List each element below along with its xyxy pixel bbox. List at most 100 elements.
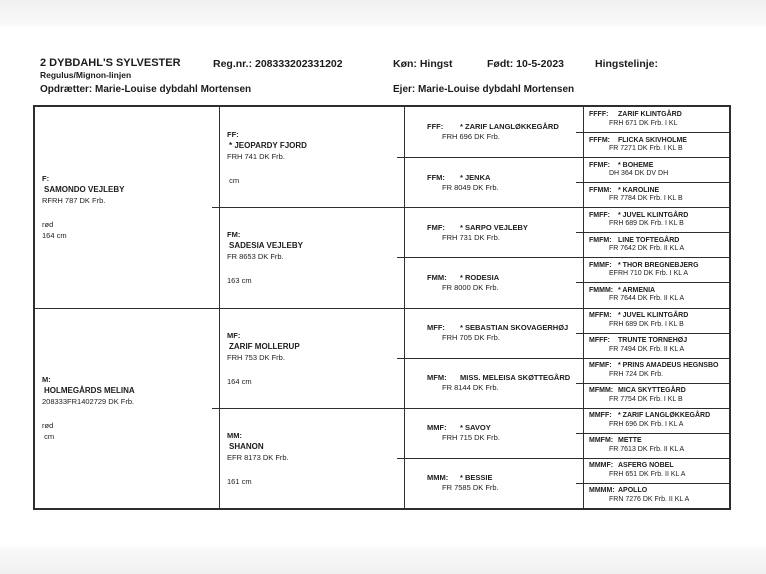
cell-label: MMM: — [427, 473, 449, 483]
horse-name: * ZARIF LANGLØKKEGÅRD — [460, 122, 559, 132]
horse-reg: FR 7585 DK Frb. — [442, 483, 499, 493]
horse-reg: FR 7642 DK Frb. II KL A — [609, 245, 685, 253]
cell-label: MMF: — [427, 423, 447, 433]
cell-label: MM: — [227, 430, 242, 440]
horse-height: cm — [42, 432, 55, 442]
cell-label: M: — [42, 375, 51, 385]
pedigree-cell-fff: FFF: * ZARIF LANGLØKKEGÅRD FRH 696 DK Frb… — [404, 107, 583, 158]
horse-reg: FRH 696 DK Frb. I KL A — [609, 420, 684, 428]
horse-reg: FRH 689 DK Frb. I KL B — [609, 320, 684, 328]
horse-name: * PRINS AMADEUS HEGNSBO — [618, 362, 719, 370]
spacer — [227, 463, 404, 476]
pedigree-cell-mffm: MFFM: * JUVEL KLINTGÅRD FRH 689 DK Frb. I… — [583, 307, 729, 333]
horse-name: * SARPO VEJLEBY — [460, 222, 528, 232]
horse-reg: EFRH 710 DK Frb. I KL A — [609, 270, 689, 278]
cell-label: FMFM: — [589, 236, 612, 244]
horse-name: LINE TOFTEGÅRD — [618, 236, 680, 244]
cell-label: FF: — [227, 129, 239, 139]
pedigree-cell-f: F: SAMONDO VEJLEBY RFRH 787 DK Frb. rød … — [35, 107, 219, 308]
horse-reg: FR 7494 DK Frb. II KL A — [609, 345, 685, 353]
horse-name: * JUVEL KLINTGÅRD — [618, 211, 689, 219]
horse-name: HOLMEGÅRDS MELINA — [44, 386, 135, 396]
horse-color: rød — [42, 421, 54, 431]
horse-reg: FR 7271 DK Frb. I KL B — [609, 145, 683, 153]
horse-name: * THOR BREGNEBJERG — [618, 261, 699, 269]
cell-label: MMMM: — [589, 487, 615, 495]
horse-name: SAMONDO VEJLEBY — [44, 185, 125, 195]
cell-label: MF: — [227, 330, 241, 340]
pedigree-cell-fffm: FFFM: FLICKA SKIVHOLME FR 7271 DK Frb. I … — [576, 132, 729, 158]
cell-label: MMFM: — [589, 437, 614, 445]
pedigree-cell-mff: MFF: * SEBASTIAN SKOVAGERHØJ FRH 705 DK F… — [404, 307, 583, 358]
horse-reg: FR 8000 DK Frb. — [442, 282, 499, 292]
pedigree-cell-mfmf: MFMF: * PRINS AMADEUS HEGNSBO FRH 724 DK … — [583, 357, 729, 383]
pedigree-cell-mmm: MMM: * BESSIE FR 7585 DK Frb. — [397, 457, 583, 508]
horse-reg: FR 7613 DK Frb. II KL A — [609, 445, 685, 453]
horse-reg: FR 7754 DK Frb. I KL B — [609, 395, 683, 403]
horse-reg: FRH 731 DK Frb. — [442, 232, 500, 242]
horse-height: 164 cm — [42, 231, 67, 241]
horse-name: SHANON — [229, 441, 264, 451]
pedigree-cell-mf: MF: ZARIF MOLLERUP FRH 753 DK Frb. 164 c… — [219, 307, 404, 408]
cell-label: MMMF: — [589, 462, 614, 470]
horse-name: SADESIA VEJLEBY — [229, 241, 303, 251]
cell-label: FMMM: — [589, 286, 614, 294]
horse-name: * JUVEL KLINTGÅRD — [618, 312, 689, 320]
horse-reg: FRH 651 DK Frb. II KL A — [609, 470, 686, 478]
horse-reg: FRH 753 DK Frb. — [227, 352, 285, 362]
pedigree-table: F: SAMONDO VEJLEBY RFRH 787 DK Frb. rød … — [33, 105, 731, 510]
pedigree-cell-ffmf: FFMF: * BOHEME DH 364 DK DV DH — [583, 157, 729, 183]
horse-name: ZARIF MOLLERUP — [229, 341, 300, 351]
horse-height: 164 cm — [227, 376, 252, 386]
pedigree-cell-mmf: MMF: * SAVOY FRH 715 DK Frb. — [404, 407, 583, 458]
horse-height: 161 cm — [227, 476, 252, 486]
cell-label: FMM: — [427, 272, 447, 282]
lineage-line: Regulus/Mignon-linjen — [40, 70, 132, 80]
pedigree-cell-mm: MM: SHANON EFR 8173 DK Frb. 161 cm — [212, 407, 404, 508]
horse-name: MISS. MELEISA SKØTTEGÅRD — [460, 373, 571, 383]
spacer — [227, 262, 404, 275]
cell-label: MFF: — [427, 323, 445, 333]
cell-label: FFF: — [427, 122, 444, 132]
cell-label: MFMM: — [589, 387, 614, 395]
horse-name: * JEOPARDY FJORD — [229, 140, 307, 150]
spacer — [42, 407, 219, 420]
pedigree-cell-ffmm: FFMM: * KAROLINE FR 7784 DK Frb. I KL B — [576, 182, 729, 208]
horse-reg: FRH 689 DK Frb. I KL B — [609, 220, 684, 228]
horse-reg: FR 7784 DK Frb. I KL B — [609, 195, 683, 203]
bottom-scan-band — [0, 545, 766, 574]
horse-name: * ARMENIA — [618, 286, 656, 294]
birthdate-field: Født: 10-5-2023 — [487, 58, 565, 70]
pedigree-cell-fmfm: FMFM: LINE TOFTEGÅRD FR 7642 DK Frb. II K… — [576, 232, 729, 258]
cell-label: FFM: — [427, 172, 445, 182]
horse-reg: EFR 8173 DK Frb. — [227, 452, 289, 462]
horse-name: * RODESIA — [460, 272, 500, 282]
pedigree-cell-mmff: MMFF: * ZARIF LANGLØKKEGÅRD FRH 696 DK Fr… — [583, 407, 729, 433]
pedigree-cell-fmf: FMF: * SARPO VEJLEBY FRH 731 DK Frb. — [404, 207, 583, 258]
pedigree-cell-mfmm: MFMM: MICA SKYTTEGÅRD FR 7754 DK Frb. I K… — [576, 382, 729, 408]
cell-label: FFMF: — [589, 161, 610, 169]
horse-reg: FR 7644 DK Frb. II KL A — [609, 295, 685, 303]
horse-reg: FR 8144 DK Frb. — [442, 383, 499, 393]
horse-reg: FRN 7276 DK Frb. II KL A — [609, 495, 690, 503]
horse-name: * ZARIF LANGLØKKEGÅRD — [618, 412, 711, 420]
pedigree-cell-fmmf: FMMF: * THOR BREGNEBJERG EFRH 710 DK Frb.… — [583, 257, 729, 283]
horse-name: APOLLO — [618, 487, 648, 495]
pedigree-cell-fm: FM: SADESIA VEJLEBY FR 8653 DK Frb. 163 … — [212, 207, 404, 308]
horse-name: FLICKA SKIVHOLME — [618, 136, 687, 144]
cell-label: F: — [42, 174, 50, 184]
breeder-line: Opdrætter: Marie-Louise dybdahl Mortense… — [40, 84, 252, 95]
horse-reg: FRH 696 DK Frb. — [442, 132, 500, 142]
horse-name: TRUNTE TORNEHØJ — [618, 337, 688, 345]
page-title: 2 DYBDAHL'S SYLVESTER — [40, 57, 181, 69]
horse-reg: FRH 715 DK Frb. — [442, 433, 500, 443]
horse-height: cm — [227, 175, 240, 185]
pedigree-cell-mmmf: MMMF: ASFERG NOBEL FRH 651 DK Frb. II KL … — [583, 457, 729, 483]
horse-reg: FRH 671 DK Frb. I KL — [609, 119, 678, 127]
pedigree-cell-ffm: FFM: * JENKA FR 8049 DK Frb. — [397, 157, 583, 208]
horse-reg: FRH 724 DK Frb. — [609, 370, 664, 378]
pedigree-cell-fmm: FMM: * RODESIA FR 8000 DK Frb. — [397, 257, 583, 308]
horse-name: * SAVOY — [460, 423, 491, 433]
spacer — [42, 206, 219, 219]
cell-label: MFM: — [427, 373, 447, 383]
